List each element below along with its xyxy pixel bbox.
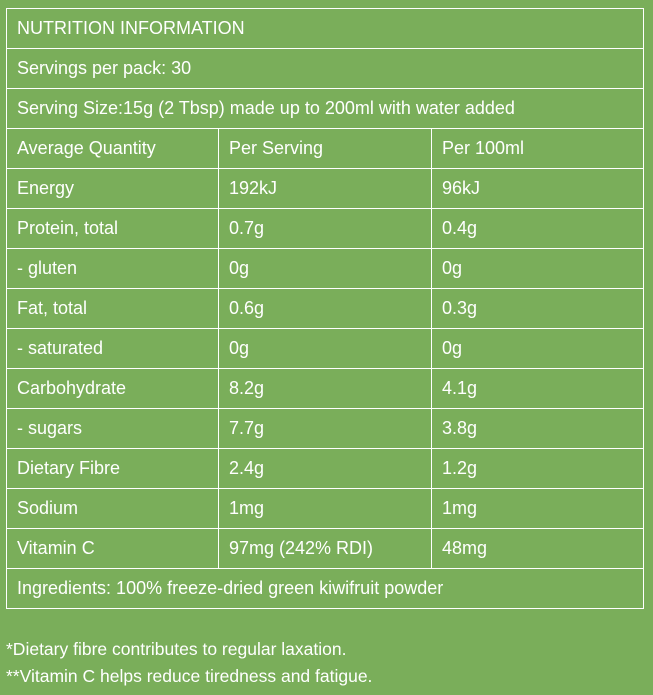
column-header: Average Quantity [6, 128, 219, 169]
footnotes: *Dietary fibre contributes to regular la… [6, 636, 372, 690]
nutrient-name: Carbohydrate [6, 368, 219, 409]
nutrient-name: Fat, total [6, 288, 219, 329]
column-header: Per 100ml [430, 128, 645, 169]
per-serving-value: 0.6g [218, 288, 432, 329]
header-row: Average Quantity Per Serving Per 100ml [6, 128, 645, 169]
table-row: - sugars 7.7g 3.8g [6, 408, 645, 449]
table-row: Fat, total 0.6g 0.3g [6, 288, 645, 329]
per-serving-value: 1mg [218, 488, 432, 529]
per-serving-value: 97mg (242% RDI) [218, 528, 432, 569]
table-title: NUTRITION INFORMATION [5, 8, 645, 49]
serving-size-row: Serving Size:15g (2 Tbsp) made up to 200… [5, 88, 645, 129]
servings-row: Servings per pack: 30 [5, 48, 645, 89]
per-100ml-value: 48mg [430, 528, 645, 569]
per-serving-value: 192kJ [218, 168, 432, 209]
table-row: Dietary Fibre 2.4g 1.2g [6, 448, 645, 489]
ingredients-row: Ingredients: 100% freeze-dried green kiw… [5, 568, 645, 609]
footnote-vitamin-c: **Vitamin C helps reduce tiredness and f… [6, 666, 373, 686]
column-header: Per Serving [218, 128, 432, 169]
table-row: Sodium 1mg 1mg [6, 488, 645, 529]
table-row: - gluten 0g 0g [6, 248, 645, 289]
nutrient-name: - saturated [6, 328, 219, 369]
per-serving-value: 2.4g [218, 448, 432, 489]
nutrition-panel: NUTRITION INFORMATION Servings per pack:… [5, 8, 645, 609]
per-serving-value: 0g [218, 248, 432, 289]
per-serving-value: 0.7g [218, 208, 432, 249]
nutrient-name: Sodium [6, 488, 219, 529]
table-row: Energy 192kJ 96kJ [6, 168, 645, 209]
table-row: Vitamin C 97mg (242% RDI) 48mg [6, 528, 645, 569]
per-100ml-value: 0.3g [430, 288, 645, 329]
per-100ml-value: 96kJ [430, 168, 645, 209]
table-row: - saturated 0g 0g [6, 328, 645, 369]
table-row: Protein, total 0.7g 0.4g [6, 208, 645, 249]
ingredients: Ingredients: 100% freeze-dried green kiw… [5, 568, 645, 609]
per-100ml-value: 1.2g [430, 448, 645, 489]
nutrition-table: NUTRITION INFORMATION Servings per pack:… [5, 8, 645, 609]
footnote-fibre: *Dietary fibre contributes to regular la… [6, 639, 347, 659]
title-row: NUTRITION INFORMATION [5, 8, 645, 49]
per-serving-value: 8.2g [218, 368, 432, 409]
table-row: Carbohydrate 8.2g 4.1g [6, 368, 645, 409]
servings-per-pack: Servings per pack: 30 [5, 48, 645, 89]
per-100ml-value: 0g [430, 328, 645, 369]
nutrient-name: Vitamin C [6, 528, 219, 569]
nutrient-name: - gluten [6, 248, 219, 289]
per-serving-value: 7.7g [218, 408, 432, 449]
nutrient-name: Energy [6, 168, 219, 209]
per-100ml-value: 4.1g [430, 368, 645, 409]
serving-size: Serving Size:15g (2 Tbsp) made up to 200… [5, 88, 645, 129]
per-100ml-value: 3.8g [430, 408, 645, 449]
nutrient-name: Dietary Fibre [6, 448, 219, 489]
per-100ml-value: 0.4g [430, 208, 645, 249]
per-100ml-value: 1mg [430, 488, 645, 529]
per-100ml-value: 0g [430, 248, 645, 289]
nutrient-name: Protein, total [6, 208, 219, 249]
per-serving-value: 0g [218, 328, 432, 369]
nutrient-name: - sugars [6, 408, 219, 449]
